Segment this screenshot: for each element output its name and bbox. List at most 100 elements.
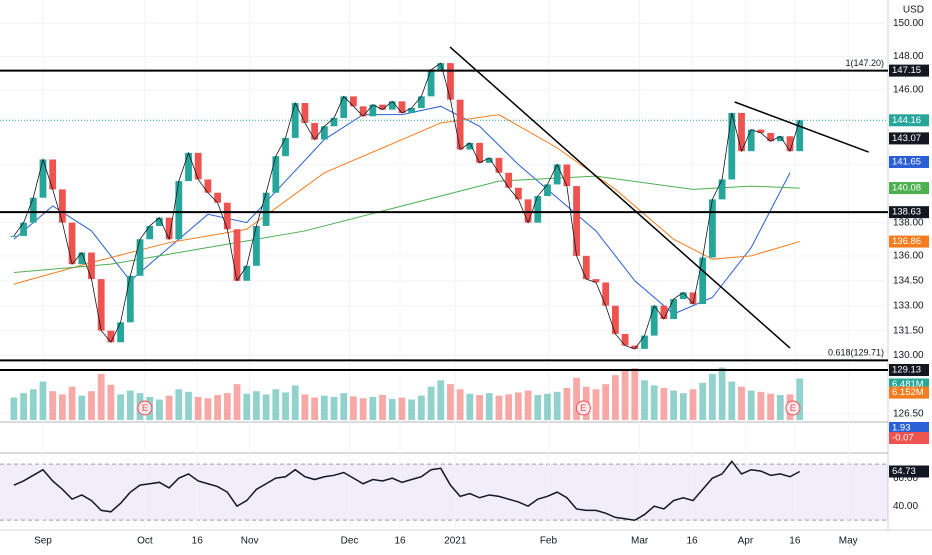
volume-bar bbox=[466, 393, 474, 420]
volume-label-box bbox=[889, 386, 929, 399]
volume-bar bbox=[262, 394, 270, 420]
price-label-box bbox=[889, 132, 929, 145]
candle bbox=[350, 96, 357, 107]
candle bbox=[631, 345, 639, 349]
candle bbox=[602, 282, 610, 306]
macd-label: 1.93 bbox=[892, 423, 911, 434]
candle bbox=[88, 252, 95, 280]
candle bbox=[553, 164, 561, 185]
x-tick-label: Feb bbox=[540, 536, 558, 547]
volume-bar bbox=[165, 395, 173, 420]
candle bbox=[709, 199, 716, 258]
candle bbox=[68, 222, 76, 265]
volume-bar bbox=[88, 391, 95, 420]
x-tick-label: Dec bbox=[341, 536, 359, 547]
candle bbox=[495, 157, 503, 173]
macd-label-box bbox=[889, 432, 929, 444]
price-label-box bbox=[889, 114, 929, 127]
level-note: 1(147.20) bbox=[845, 58, 884, 68]
candle bbox=[369, 104, 377, 117]
candle bbox=[747, 129, 755, 152]
volume-bar bbox=[534, 395, 542, 420]
volume-bar bbox=[602, 384, 610, 420]
candle bbox=[757, 129, 765, 133]
currency: USD bbox=[903, 5, 924, 16]
x-tick-label: May bbox=[839, 536, 858, 547]
candle bbox=[670, 299, 677, 319]
candle bbox=[466, 142, 474, 150]
price-label: 129.13 bbox=[892, 365, 921, 376]
candle bbox=[437, 63, 445, 70]
volume-label: 6.152M bbox=[892, 387, 924, 398]
volume-bar bbox=[660, 388, 668, 420]
volume-bar bbox=[485, 393, 493, 420]
y-tick-label: 131.50 bbox=[893, 325, 924, 336]
earnings-label: E bbox=[580, 403, 586, 413]
volume-bar bbox=[689, 389, 697, 420]
volume-bar bbox=[194, 396, 202, 420]
candle bbox=[146, 225, 154, 240]
candle bbox=[456, 99, 464, 150]
volume-bar bbox=[767, 393, 775, 420]
volume-bar bbox=[747, 390, 755, 420]
volume-bar bbox=[156, 399, 163, 420]
candle bbox=[58, 189, 66, 223]
macd-label-box bbox=[889, 422, 929, 434]
candle bbox=[156, 217, 163, 226]
candle bbox=[796, 120, 804, 152]
volume-bar bbox=[524, 390, 532, 420]
volume-bar bbox=[641, 380, 648, 420]
volume-bar bbox=[447, 384, 454, 420]
candle bbox=[786, 136, 794, 152]
volume-bar bbox=[388, 398, 396, 420]
candle bbox=[330, 117, 338, 127]
candle bbox=[194, 152, 202, 180]
volume-bar bbox=[185, 391, 192, 420]
x-tick-label: 16 bbox=[686, 536, 698, 547]
volume-bar bbox=[544, 393, 551, 420]
trendline bbox=[449, 46, 791, 349]
volume-bar bbox=[398, 397, 406, 420]
volume-bar bbox=[573, 377, 580, 420]
y-tick-label: 134.50 bbox=[893, 275, 924, 286]
volume-bar bbox=[796, 378, 804, 420]
price-label-box bbox=[889, 206, 929, 219]
y-tick-label: 136.00 bbox=[893, 250, 924, 261]
candle bbox=[253, 225, 260, 266]
volume-bar bbox=[514, 392, 522, 420]
y-tick-label: 130.00 bbox=[893, 350, 924, 361]
candle bbox=[97, 279, 105, 331]
volume-bar bbox=[379, 395, 386, 420]
volume-bar bbox=[243, 393, 251, 420]
candle bbox=[204, 179, 212, 193]
candle bbox=[417, 96, 425, 108]
y-tick-label: 126.50 bbox=[893, 408, 924, 419]
candle bbox=[282, 137, 289, 157]
candle bbox=[359, 106, 367, 117]
moving-average bbox=[13, 114, 800, 285]
volume-bar bbox=[776, 395, 784, 420]
volume-bar bbox=[350, 396, 357, 420]
candle bbox=[379, 104, 386, 110]
candle bbox=[175, 181, 183, 240]
candle bbox=[408, 107, 416, 113]
volume-bar bbox=[233, 384, 241, 420]
candle bbox=[78, 252, 86, 265]
x-tick-label: 16 bbox=[789, 536, 801, 547]
candle bbox=[476, 142, 483, 163]
candle bbox=[534, 196, 542, 223]
rsi-tick-label: 60.00 bbox=[893, 473, 918, 484]
volume-bar bbox=[311, 397, 319, 420]
volume-bar bbox=[495, 395, 503, 420]
x-tick-label: Nov bbox=[241, 536, 259, 547]
volume-bar bbox=[611, 375, 619, 420]
y-tick-label: 146.00 bbox=[893, 84, 924, 95]
candle bbox=[767, 132, 775, 142]
level-note: 0.618(129.71) bbox=[828, 348, 884, 358]
volume-bar bbox=[476, 395, 483, 420]
candle bbox=[301, 103, 309, 123]
price-label: 141.65 bbox=[892, 157, 921, 168]
candle bbox=[272, 156, 280, 193]
price-label-box bbox=[889, 64, 929, 77]
